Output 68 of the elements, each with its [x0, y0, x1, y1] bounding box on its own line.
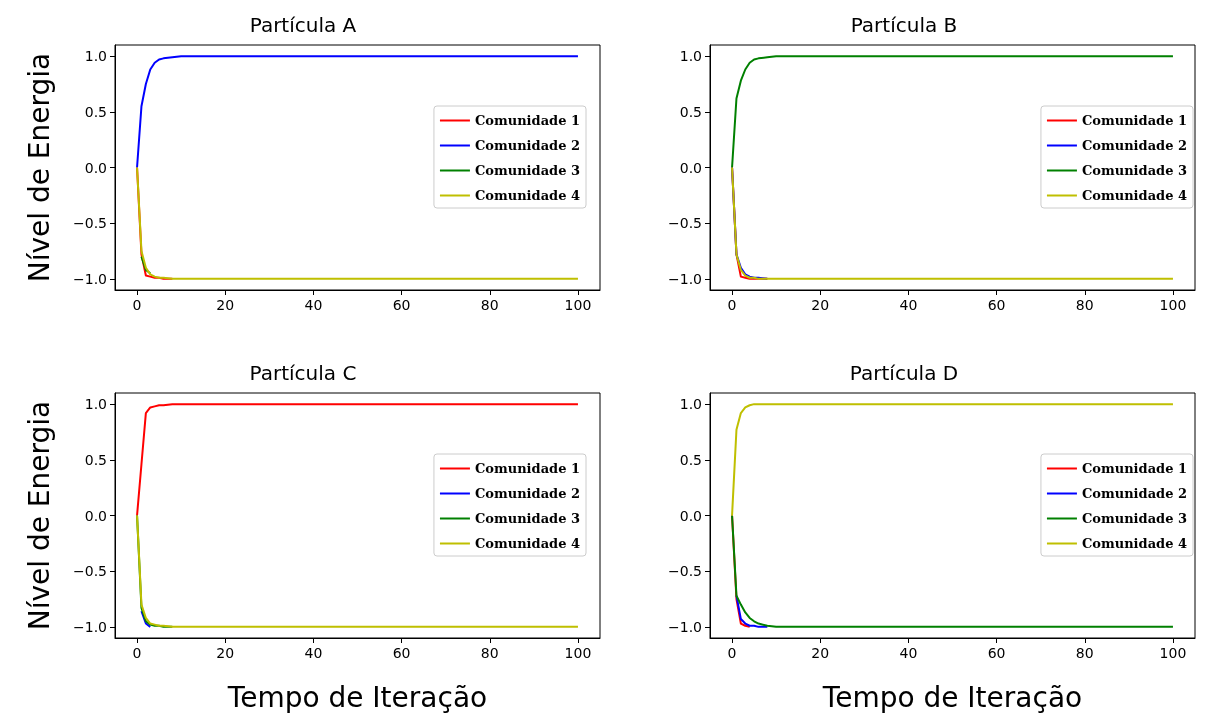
- x-tick-label: 40: [899, 297, 918, 313]
- x-tick-label: 20: [811, 297, 830, 313]
- y-axis-title: Nível de Energia: [22, 52, 56, 283]
- legend-label: Comunidade 4: [474, 188, 580, 203]
- x-tick-label: 40: [304, 645, 323, 661]
- x-tick-label: 100: [1159, 645, 1187, 661]
- x-tick-label: 100: [564, 297, 592, 313]
- x-axis-title: Tempo de Iteração: [821, 680, 1083, 714]
- legend-label: Comunidade 1: [1081, 461, 1187, 476]
- chart-title: Partícula A: [249, 13, 357, 37]
- y-tick-label: 0.0: [679, 507, 702, 524]
- x-axis-title: Tempo de Iteração: [226, 680, 488, 714]
- x-tick-label: 80: [480, 645, 499, 661]
- x-tick-label: 60: [392, 297, 411, 313]
- x-tick-label: 0: [132, 297, 142, 313]
- x-tick-label: 20: [216, 297, 235, 313]
- legend-label: Comunidade 2: [1081, 486, 1187, 501]
- y-tick-label: 1.0: [679, 48, 702, 65]
- y-tick-label: 0.0: [84, 159, 107, 176]
- x-tick-label: 0: [727, 645, 737, 661]
- x-tick-label: 60: [392, 645, 411, 661]
- legend-label: Comunidade 2: [474, 486, 580, 501]
- legend-label: Comunidade 2: [1081, 138, 1187, 153]
- y-tick-label: 0.5: [679, 103, 702, 120]
- y-tick-label: −0.5: [668, 215, 702, 232]
- legend-label: Comunidade 4: [1081, 188, 1187, 203]
- y-tick-label: 0.0: [679, 159, 702, 176]
- legend-label: Comunidade 1: [1081, 113, 1187, 128]
- x-tick-label: 40: [899, 645, 918, 661]
- x-tick-label: 0: [727, 297, 737, 313]
- x-tick-label: 100: [564, 645, 592, 661]
- y-tick-label: −1.0: [73, 618, 107, 635]
- y-tick-label: 1.0: [84, 396, 107, 413]
- y-tick-label: 0.5: [84, 451, 107, 468]
- x-tick-label: 60: [987, 297, 1006, 313]
- y-tick-label: 0.0: [84, 507, 107, 524]
- y-tick-label: −1.0: [668, 270, 702, 287]
- chart-title: Partícula C: [249, 361, 357, 385]
- x-tick-label: 80: [1075, 645, 1094, 661]
- legend-label: Comunidade 4: [474, 536, 580, 551]
- x-tick-label: 20: [216, 645, 235, 661]
- legend-label: Comunidade 4: [1081, 536, 1187, 551]
- y-tick-label: −0.5: [73, 563, 107, 580]
- y-tick-label: −1.0: [668, 618, 702, 635]
- x-tick-label: 60: [987, 645, 1006, 661]
- legend-label: Comunidade 3: [474, 163, 580, 178]
- x-tick-label: 80: [1075, 297, 1094, 313]
- y-tick-label: −0.5: [668, 563, 702, 580]
- y-axis-title: Nível de Energia: [22, 400, 56, 631]
- y-tick-label: 1.0: [679, 396, 702, 413]
- y-tick-label: 0.5: [84, 103, 107, 120]
- legend-label: Comunidade 3: [1081, 163, 1187, 178]
- x-tick-label: 100: [1159, 297, 1187, 313]
- legend-label: Comunidade 1: [474, 461, 580, 476]
- y-tick-label: −1.0: [73, 270, 107, 287]
- legend-label: Comunidade 3: [474, 511, 580, 526]
- x-tick-label: 0: [132, 645, 142, 661]
- legend-label: Comunidade 3: [1081, 511, 1187, 526]
- legend-label: Comunidade 1: [474, 113, 580, 128]
- y-tick-label: −0.5: [73, 215, 107, 232]
- y-tick-label: 0.5: [679, 451, 702, 468]
- x-tick-label: 40: [304, 297, 323, 313]
- chart-title: Partícula B: [850, 13, 958, 37]
- chart-title: Partícula D: [849, 361, 959, 385]
- x-tick-label: 80: [480, 297, 499, 313]
- y-tick-label: 1.0: [84, 48, 107, 65]
- x-tick-label: 20: [811, 645, 830, 661]
- legend-label: Comunidade 2: [474, 138, 580, 153]
